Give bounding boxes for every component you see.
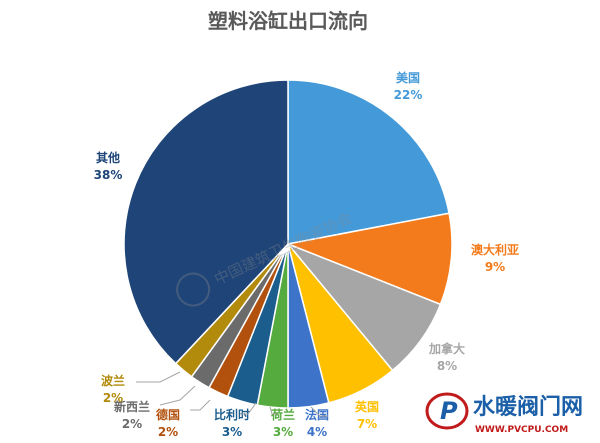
slice-label-name: 其他: [96, 150, 120, 165]
leader-line: [136, 371, 181, 383]
leader-line: [269, 406, 278, 415]
slice-label-value: 22%: [394, 88, 423, 102]
slice-label-value: 7%: [357, 417, 377, 431]
slice-label-name: 美国: [396, 70, 420, 85]
slice-label-value: 2%: [103, 391, 123, 405]
slice-label-value: 3%: [273, 425, 293, 439]
slice-label-value: 8%: [437, 359, 457, 373]
slice-label: 其他 38%: [94, 150, 123, 182]
slice-label-value: 2%: [122, 417, 142, 431]
logo-p-glyph-icon: P: [440, 397, 458, 425]
leader-line: [240, 402, 257, 415]
slice-label-value: 38%: [94, 168, 123, 182]
slice-label: 波兰 2%: [101, 373, 125, 405]
slice-label: 法国 4%: [305, 407, 329, 439]
slice-label: 加拿大 8%: [428, 341, 465, 373]
slice-label-value: 4%: [307, 425, 327, 439]
slice-label-name: 法国: [305, 407, 329, 422]
pie-slice: [123, 79, 289, 365]
pie-slice: [285, 212, 453, 306]
pie-labels: 美国 22%澳大利亚 9%加拿大 8%英国 7%法国 4%荷兰 3%比利时 3%德国 2%新西兰…: [94, 70, 519, 439]
slice-label: 英国 7%: [355, 399, 379, 431]
leader-line: [310, 406, 328, 417]
watermark-emblem-icon: [176, 272, 211, 307]
pie-slices: [123, 79, 453, 409]
logo-brand: 水暖阀门网: [473, 394, 583, 420]
pie-slice: [287, 79, 450, 245]
slice-label: 新西兰 2%: [114, 399, 150, 431]
slice-label-value: 3%: [222, 425, 242, 439]
leader-line: [190, 399, 211, 411]
leader-lines: [136, 371, 328, 417]
slice-label-name: 澳大利亚: [471, 242, 519, 257]
site-logo: P 水暖阀门网 WWW.PVCPU.COM: [425, 392, 583, 435]
slice-label-value: 2%: [158, 425, 178, 439]
slice-label-name: 加拿大: [428, 341, 465, 356]
chart-title: 塑料浴缸出口流向: [208, 9, 368, 33]
slice-label: 荷兰 3%: [270, 407, 295, 439]
slice-label: 澳大利亚 9%: [471, 242, 519, 274]
slice-label-name: 比利时: [214, 407, 250, 422]
leader-line: [159, 385, 196, 406]
logo-emblem-icon: [425, 392, 469, 430]
slice-label: 德国 2%: [156, 407, 180, 439]
slice-label-name: 波兰: [101, 373, 125, 388]
slice-label: 美国 22%: [394, 70, 423, 102]
slice-label-name: 德国: [156, 407, 180, 422]
slice-label-name: 荷兰: [270, 407, 295, 422]
slice-label-name: 新西兰: [114, 399, 150, 414]
slice-label-value: 9%: [485, 260, 505, 274]
slice-label-name: 英国: [355, 399, 379, 414]
logo-url: WWW.PVCPU.COM: [475, 425, 568, 435]
slice-label: 比利时 3%: [214, 407, 250, 439]
